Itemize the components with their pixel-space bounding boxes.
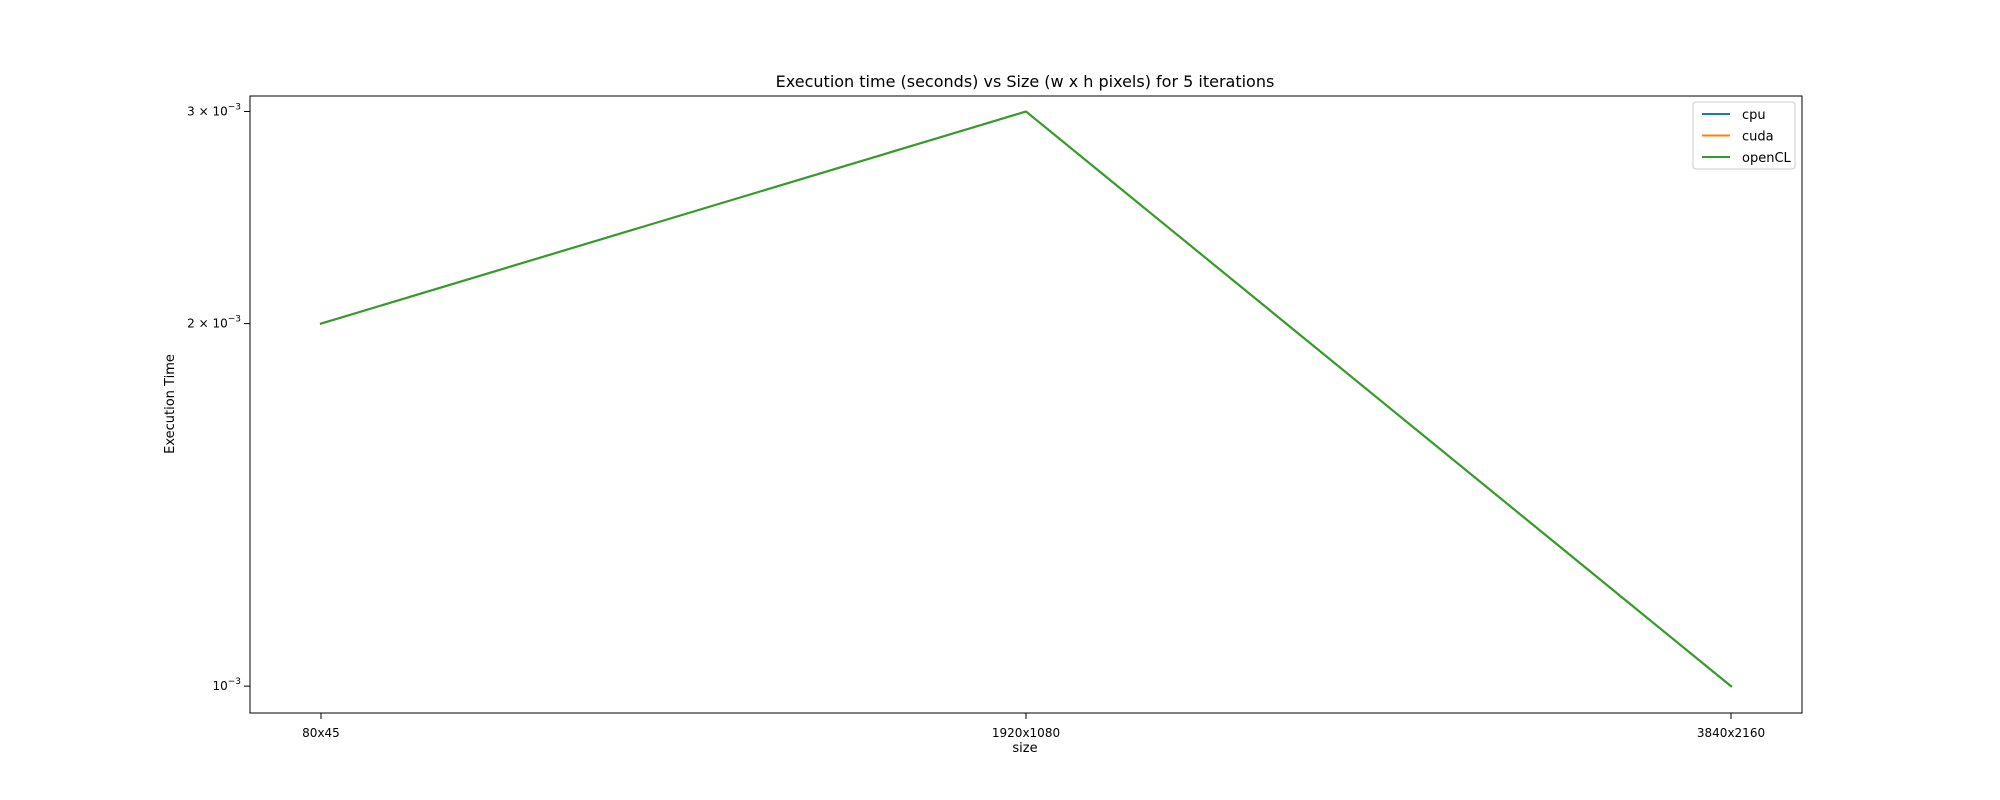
x-axis: 80x45 1920x1080 3840x2160: [302, 713, 1765, 740]
legend-label-cpu: cpu: [1742, 108, 1766, 123]
series-lines: [319, 110, 1733, 688]
series-line-opencl: [319, 110, 1733, 688]
x-tick-label: 1920x1080: [992, 726, 1060, 740]
y-axis: 10−3 2 × 10−3 3 × 10−3: [187, 102, 250, 693]
legend-label-opencl: openCL: [1742, 151, 1792, 166]
y-tick-label: 10−3: [212, 677, 241, 693]
y-tick-label: 2 × 10−3: [187, 315, 241, 331]
y-axis-label: Execution Time: [163, 354, 178, 454]
x-tick-label: 80x45: [302, 726, 340, 740]
x-axis-label: size: [1012, 741, 1037, 756]
legend-frame: [1692, 101, 1796, 170]
legend-label-cuda: cuda: [1742, 130, 1774, 145]
legend: cpu cuda openCL: [1692, 101, 1796, 170]
y-tick-label: 3 × 10−3: [187, 102, 241, 118]
chart-title: Execution time (seconds) vs Size (w x h …: [776, 72, 1275, 91]
x-tick-label: 3840x2160: [1697, 726, 1765, 740]
